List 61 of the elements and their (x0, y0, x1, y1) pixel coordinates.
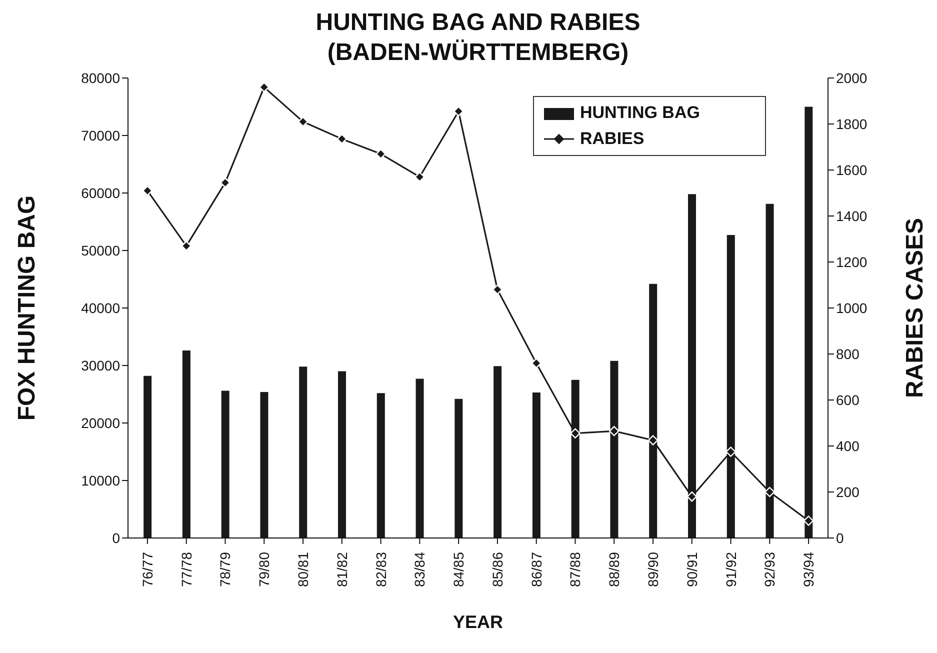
x-tick-label: 93/94 (800, 552, 817, 588)
point (609, 426, 620, 436)
x-tick-label: 76/77 (139, 552, 156, 588)
x-tick-label: 84/85 (450, 552, 467, 588)
point (726, 446, 736, 457)
point (220, 178, 230, 188)
point (181, 240, 192, 251)
y2-tick-label: 0 (836, 530, 844, 546)
y2-tick-label: 200 (836, 484, 860, 500)
y2-tick-label: 1200 (836, 254, 868, 270)
point (142, 186, 153, 196)
x-tick-label: 91/92 (722, 552, 739, 588)
y2-tick-label: 1000 (836, 300, 868, 316)
point (414, 172, 425, 182)
y2-tick-label: 1800 (836, 116, 868, 132)
legend-label: HUNTING BAG (580, 102, 700, 124)
x-tick-label: 86/87 (528, 552, 544, 588)
point (259, 82, 270, 92)
point (492, 284, 503, 295)
y-tick-label: 80000 (81, 70, 120, 86)
y-tick-label: 60000 (81, 184, 120, 201)
x-tick-label: 89/90 (645, 552, 661, 588)
point (764, 486, 775, 498)
x-tick-label: 80/81 (295, 552, 311, 588)
y2-tick-label: 800 (836, 346, 860, 362)
x-tick-label: 82/83 (372, 552, 389, 588)
x-tick-label: 77/78 (178, 552, 194, 588)
x-tick-label: 83/84 (412, 552, 428, 588)
point (686, 492, 697, 502)
y2-tick-label: 600 (836, 392, 860, 408)
y-tick-label: 50000 (81, 242, 120, 258)
x-tick-label: 79/80 (256, 552, 272, 588)
x-tick-label: 78/79 (217, 552, 234, 588)
x-tick-label: 90/91 (684, 552, 700, 588)
x-tick-label: 92/93 (762, 552, 778, 588)
x-tick-label: 85/86 (489, 552, 506, 588)
point (531, 358, 542, 368)
x-tick-label: 87/88 (567, 552, 584, 588)
legend-label: RABIES (580, 128, 644, 150)
y2-tick-label: 1600 (836, 162, 868, 178)
y-tick-label: 0 (112, 530, 120, 546)
point (453, 106, 464, 116)
y-tick-label: 10000 (81, 472, 120, 488)
y2-axis-title: RABIES CASES (902, 218, 929, 398)
point (803, 516, 814, 526)
point (376, 148, 386, 159)
point (298, 116, 308, 127)
point (570, 428, 580, 438)
y-tick-label: 40000 (81, 300, 120, 316)
y2-tick-label: 2000 (836, 70, 868, 86)
x-tick-label: 81/82 (334, 552, 350, 588)
point (648, 435, 658, 446)
x-tick-label: 88/89 (606, 552, 622, 588)
y-tick-label: 30000 (81, 357, 120, 374)
chart-title: HUNTING BAG AND RABIES (BADEN-WÜRTTEMBERG) (314, 8, 642, 68)
y2-tick-label: 1400 (836, 208, 868, 224)
y-axis-title: FOX HUNTING BAG (14, 195, 41, 421)
y-tick-label: 70000 (81, 127, 120, 144)
y2-tick-label: 400 (836, 438, 860, 454)
x-axis-title: YEAR (452, 612, 504, 632)
y-tick-label: 20000 (81, 414, 120, 431)
